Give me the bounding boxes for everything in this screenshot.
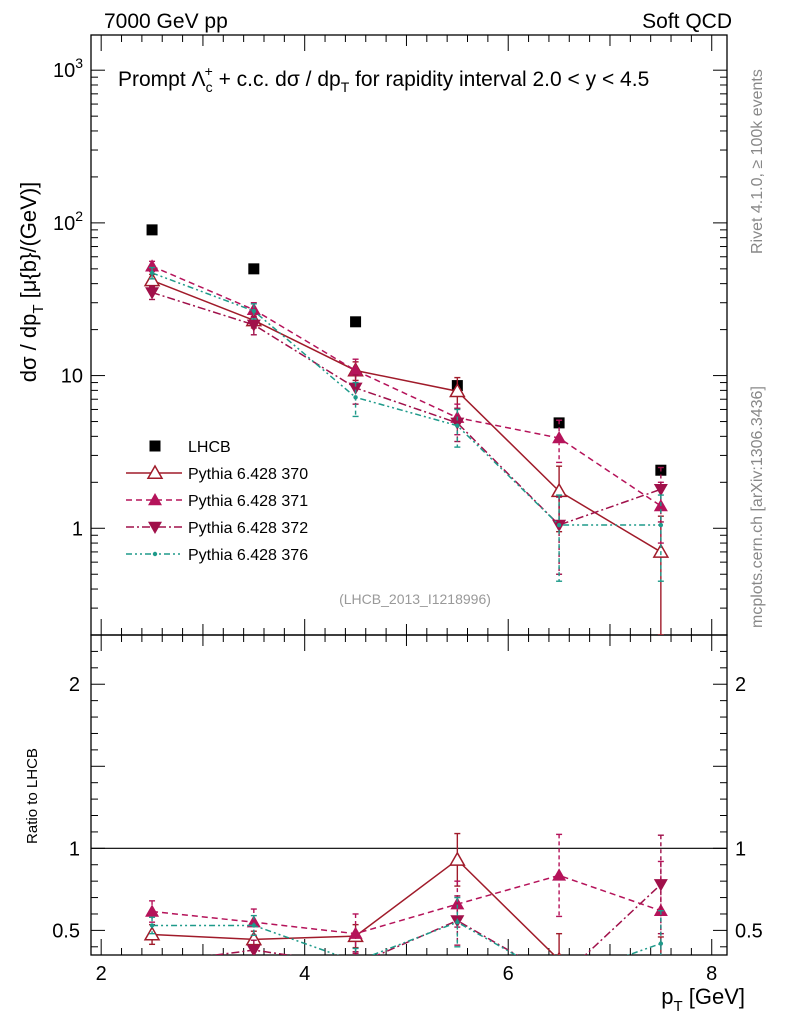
legend-marker-p371 <box>148 493 162 506</box>
data-point-p372 <box>349 960 363 972</box>
data-point-p372 <box>653 879 668 892</box>
legend-label-p372: Pythia 6.428 372 <box>188 520 308 537</box>
main-plot-series <box>143 224 670 635</box>
data-point-p370 <box>449 851 466 866</box>
series-line-p370 <box>152 858 556 955</box>
data-point-p371 <box>653 903 668 916</box>
data-point-p376 <box>149 270 155 276</box>
data-point-p376 <box>353 395 358 400</box>
data-point-p376 <box>557 977 561 981</box>
mcplots-label: mcplots.cern.ch [arXiv:1306.3436] <box>749 386 766 628</box>
legend: LHCB Pythia 6.428 370 Pythia 6.428 371 Pyth… <box>126 439 308 564</box>
data-point-p371 <box>145 259 160 272</box>
data-point-p370 <box>449 382 466 398</box>
data-point-p371 <box>348 363 363 376</box>
data-point-p371 <box>348 926 363 939</box>
data-point-p370 <box>654 963 668 975</box>
header-right: Soft QCD <box>642 10 732 33</box>
analysis-watermark: (LHCB_2013_I1218996) <box>339 591 491 607</box>
legend-label-p376: Pythia 6.428 376 <box>188 547 308 564</box>
ratio-y-axis-ticks: 0.5 0.5 1 1 2 2 <box>52 650 763 948</box>
series-line-p372 <box>209 883 662 955</box>
legend-marker-p372 <box>148 521 162 534</box>
x-tick-label: 2 <box>96 963 107 985</box>
data-point-p371 <box>552 868 567 881</box>
ratio-y-axis-label: Ratio to LHCB <box>24 748 41 844</box>
ratio-y-tick-label-left: 2 <box>69 674 80 696</box>
data-point-p372 <box>145 958 159 970</box>
x-axis-ticks: 2 4 6 8 <box>96 35 717 985</box>
ratio-plot-frame <box>90 634 728 956</box>
x-tick-label: 4 <box>299 963 310 985</box>
series-line-p371 <box>151 874 662 935</box>
data-point-lhcb <box>146 224 158 236</box>
main-y-axis-ticks: 1 10 102 103 <box>53 55 727 636</box>
data-point-p370 <box>245 930 263 946</box>
series-line-p370 <box>151 279 662 553</box>
ratio-y-tick-label-left: 1 <box>69 838 80 860</box>
data-point-p376 <box>149 923 155 928</box>
series-line-p371 <box>151 265 662 507</box>
main-y-tick-label: 102 <box>53 208 83 235</box>
main-y-axis-label: dσ / dpT [μ{b}/(GeV)] <box>16 182 47 383</box>
data-point-p372 <box>653 484 668 497</box>
legend-label-p371: Pythia 6.428 371 <box>188 493 308 510</box>
legend-marker-p376 <box>152 551 158 557</box>
data-point-p371 <box>145 904 160 917</box>
main-plot-frame <box>90 34 728 636</box>
data-point-p372 <box>552 974 566 986</box>
data-point-p371 <box>552 431 567 444</box>
data-point-p372 <box>348 382 363 395</box>
ratio-y-tick-label-right: 0.5 <box>735 920 763 942</box>
data-point-p376 <box>353 959 357 963</box>
data-point-lhcb <box>350 316 362 328</box>
data-point-p371 <box>246 915 261 928</box>
ratio-y-tick-label-right: 1 <box>735 838 746 860</box>
data-point-p370 <box>557 951 562 955</box>
header-left: 7000 GeV pp <box>104 10 228 33</box>
data-point-p370 <box>652 543 670 558</box>
data-point-p376 <box>251 923 257 928</box>
x-tick-label: 6 <box>503 963 514 985</box>
series-line-p376 <box>151 272 661 526</box>
legend-marker-lhcb <box>149 440 161 452</box>
chart-title: Prompt Λc+ + c.c. dσ / dpT for rapidity … <box>118 63 649 95</box>
legend-label-lhcb: LHCB <box>188 439 231 456</box>
data-point-p376 <box>658 941 664 946</box>
legend-marker-p370 <box>146 464 164 479</box>
main-y-tick-label: 103 <box>53 55 83 82</box>
x-axis-label: pT [GeV] <box>661 984 745 1015</box>
data-point-p372 <box>145 287 160 300</box>
main-y-tick-label: 10 <box>61 366 83 388</box>
data-point-lhcb <box>248 263 260 275</box>
x-tick-label: 8 <box>706 963 717 985</box>
data-point-p376 <box>455 423 460 428</box>
ratio-y-tick-label-left: 0.5 <box>52 920 80 942</box>
legend-label-p370: Pythia 6.428 370 <box>188 466 308 483</box>
series-line-p372 <box>151 291 662 526</box>
data-point-p376 <box>251 308 257 314</box>
data-point-p372 <box>246 944 261 955</box>
data-point-p376 <box>658 522 664 528</box>
data-point-p372 <box>246 319 261 332</box>
ratio-plot-series <box>143 832 668 986</box>
rivet-version-label: Rivet 4.1.0, ≥ 100k events <box>749 69 766 254</box>
ratio-y-tick-label-right: 2 <box>735 674 746 696</box>
main-y-tick-label: 1 <box>72 518 83 540</box>
data-point-p376 <box>455 919 460 925</box>
data-point-p376 <box>556 522 562 528</box>
